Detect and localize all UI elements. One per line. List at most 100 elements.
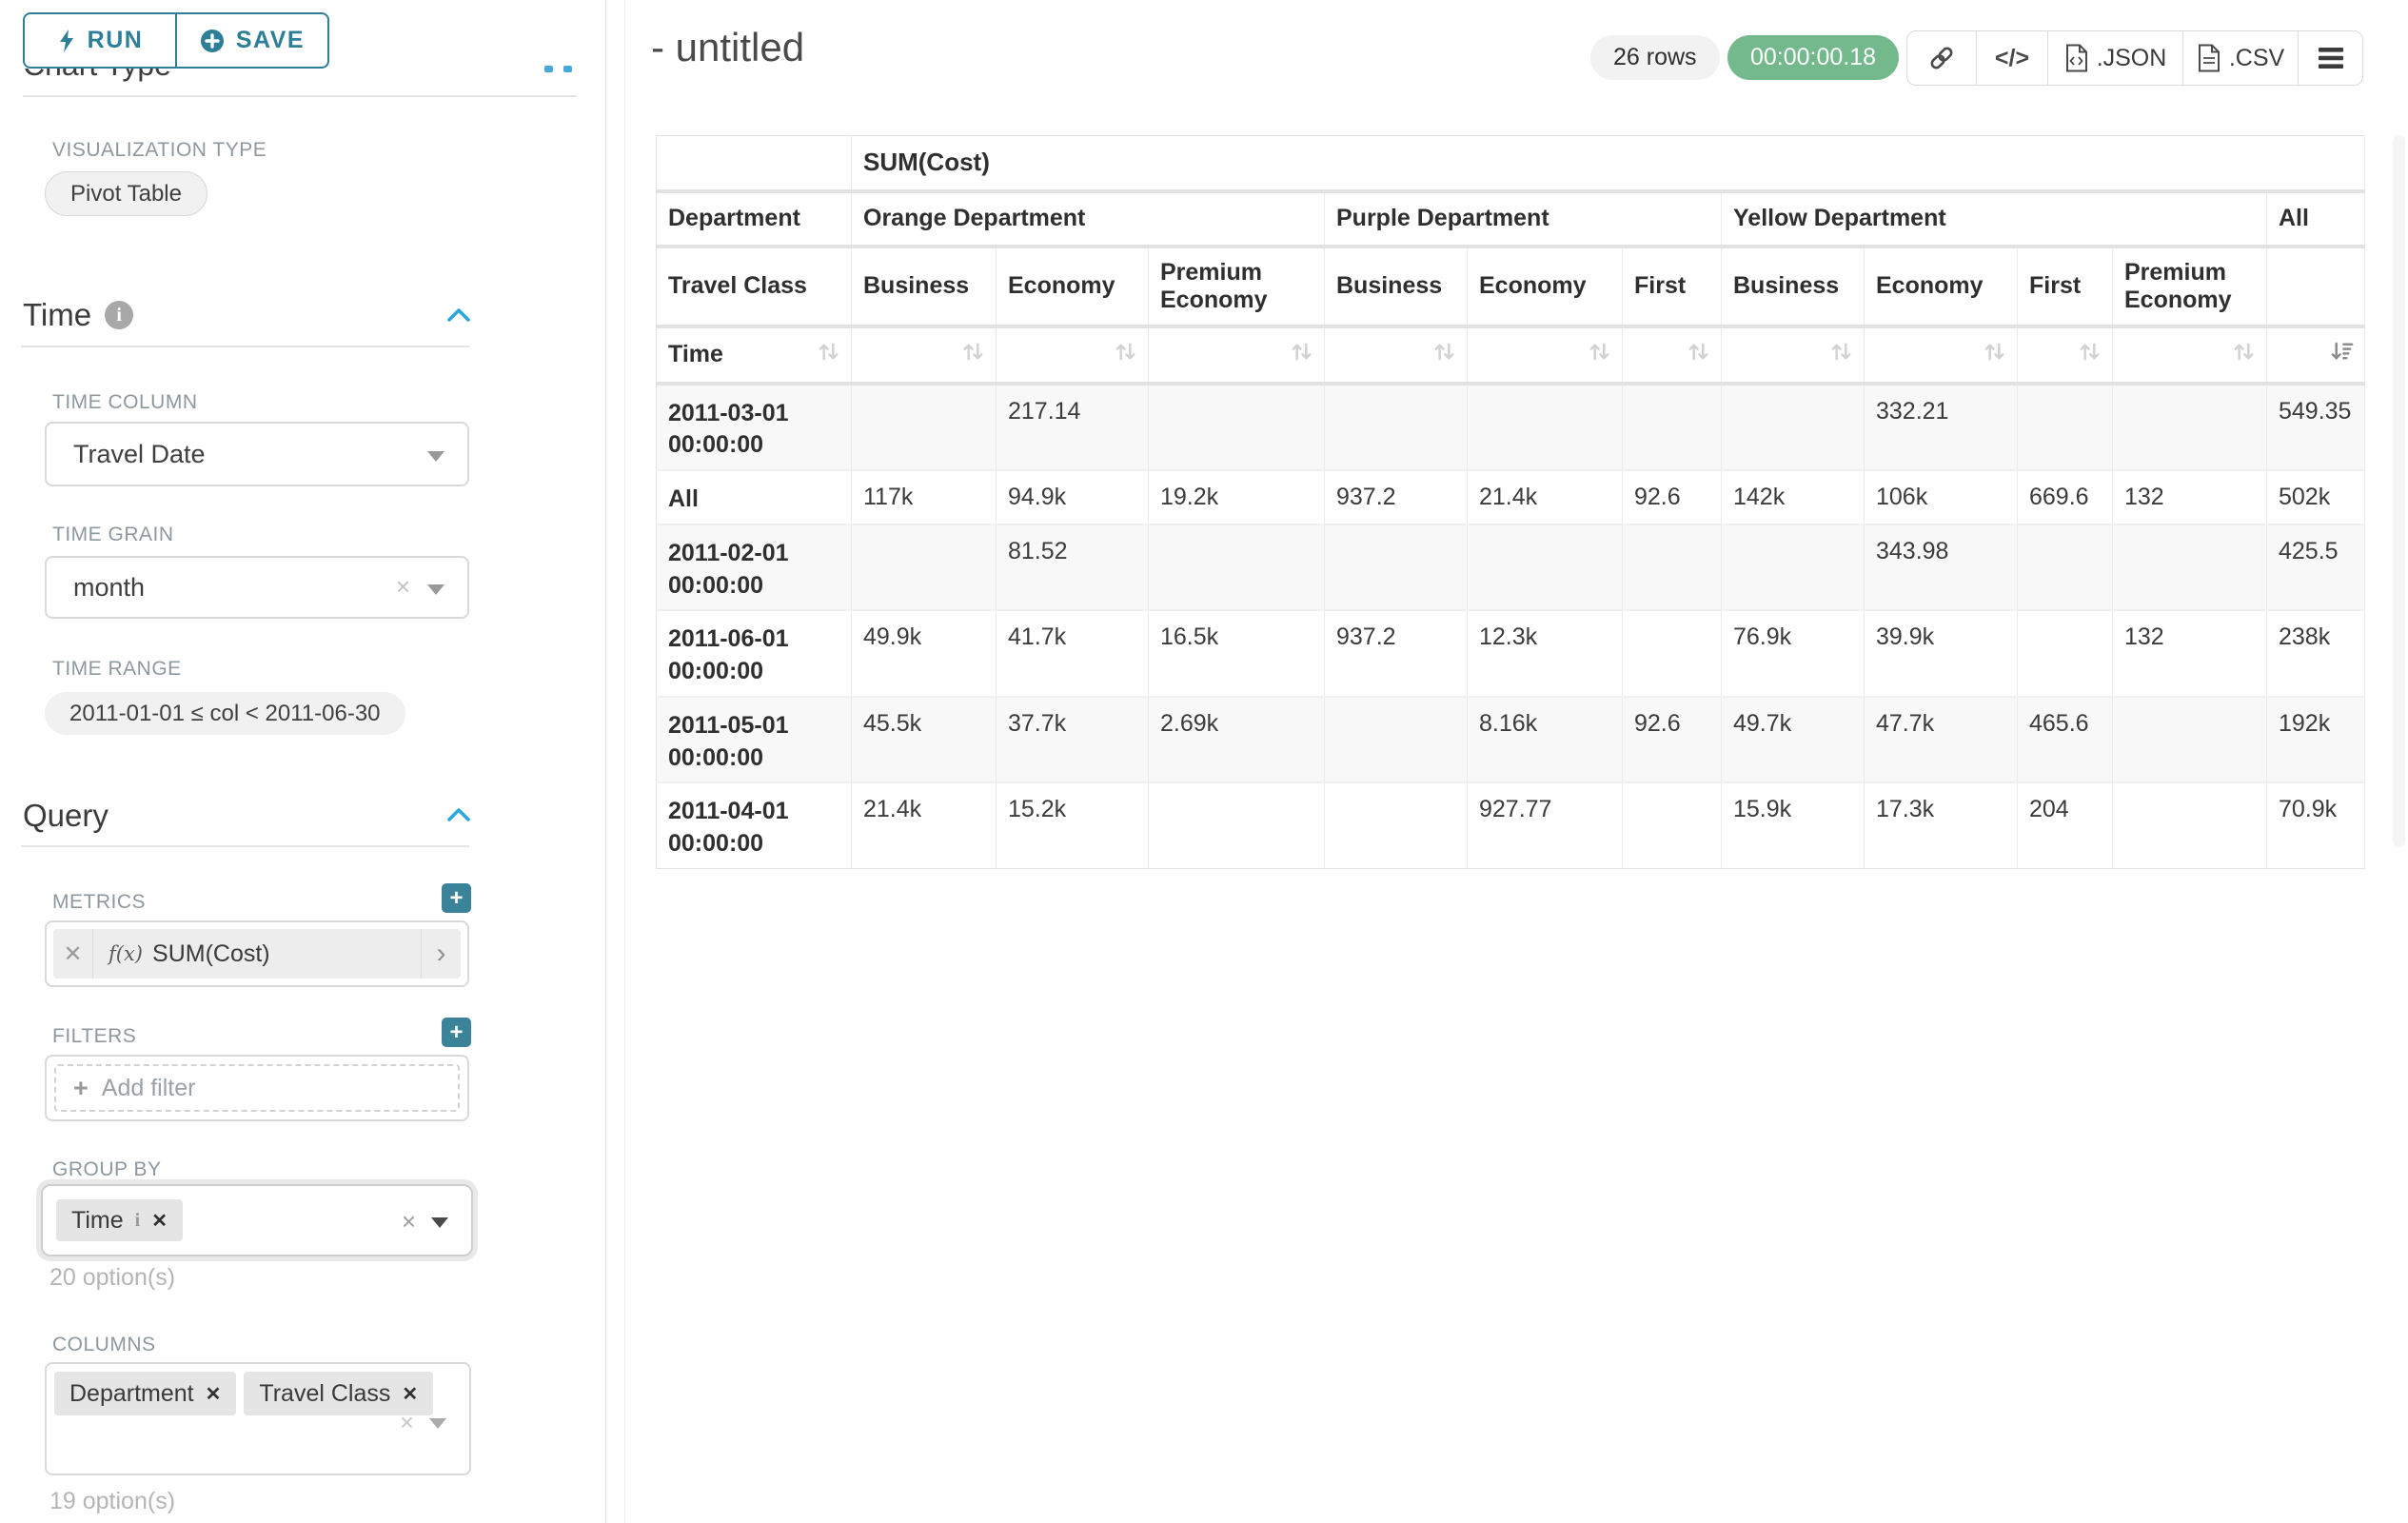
pivot-value-cell: 238k [2266, 610, 2366, 698]
chevron-up-icon[interactable] [445, 305, 472, 326]
chevron-up-icon[interactable] [445, 804, 472, 825]
export-json-button[interactable]: .JSON [2047, 31, 2182, 85]
code-icon: </> [1994, 44, 2030, 71]
sort-both-icon[interactable] [1113, 339, 1138, 371]
caret-down-icon [429, 1418, 446, 1429]
pivot-class-header: Business [1324, 246, 1468, 328]
pivot-value-cell: 117k [851, 470, 997, 525]
pivot-value-cell [2017, 383, 2113, 471]
pivot-class-header [2266, 246, 2366, 328]
scrollbar-track[interactable] [2393, 135, 2405, 847]
time-range-value[interactable]: 2011-01-01 ≤ col < 2011-06-30 [45, 692, 405, 735]
save-button[interactable]: SAVE [175, 12, 329, 69]
export-csv-button[interactable]: .CSV [2182, 31, 2298, 85]
chart-title[interactable]: - untitled [651, 25, 805, 69]
add-filter-button[interactable]: + [442, 1018, 471, 1047]
pivot-value-cell: 142k [1721, 470, 1865, 525]
pivot-value-cell: 937.2 [1324, 610, 1468, 698]
results-panel: - untitled 26 rows 00:00:00.18 </> .JSON [626, 0, 2408, 1523]
pivot-row-label: 2011-03-01 00:00:00 [656, 383, 852, 471]
columns-chip-travel-class[interactable]: Travel Class ✕ [244, 1372, 434, 1415]
info-icon: i [105, 301, 134, 329]
group-by-select[interactable]: Time i ✕ × [41, 1184, 473, 1256]
run-button[interactable]: RUN [23, 12, 177, 69]
pivot-value-cell: 15.9k [1721, 782, 1865, 869]
pivot-value-cell [2112, 696, 2267, 784]
remove-chip-icon[interactable]: ✕ [402, 1383, 419, 1405]
pivot-value-cell [1622, 524, 1722, 612]
metric-name: SUM(Cost) [152, 940, 270, 967]
pivot-value-cell [1467, 383, 1623, 471]
pivot-class-header: Premium Economy [1148, 246, 1325, 328]
pivot-value-cell: 343.98 [1864, 524, 2018, 612]
pivot-value-cell [2112, 782, 2267, 869]
chip-label: Department [69, 1379, 194, 1407]
sort-both-icon[interactable] [1686, 339, 1711, 371]
caret-down-icon [431, 1217, 448, 1228]
clear-icon[interactable]: × [399, 1408, 414, 1436]
metrics-field: ✕ f(x) SUM(Cost) › [45, 920, 469, 987]
pivot-corner-cell [656, 135, 852, 193]
add-filter-dropzone[interactable]: + Add filter [54, 1064, 460, 1112]
menu-button[interactable] [2298, 31, 2362, 85]
sort-both-icon[interactable] [1587, 339, 1612, 371]
pivot-value-cell: 502k [2266, 470, 2366, 525]
columns-chip-department[interactable]: Department ✕ [54, 1372, 237, 1415]
time-section-header[interactable]: Time i [23, 297, 134, 333]
pivot-value-cell: 192k [2266, 696, 2366, 784]
panel-divider[interactable] [607, 0, 625, 1523]
clear-icon[interactable]: × [395, 572, 410, 601]
pivot-value-cell: 106k [1864, 470, 2018, 525]
remove-chip-icon[interactable]: ✕ [205, 1383, 222, 1405]
sort-both-icon[interactable] [1289, 339, 1314, 371]
drag-handle-dot [563, 66, 572, 72]
view-query-button[interactable]: </> [1976, 31, 2047, 85]
pivot-axis-time: Time [668, 341, 723, 367]
pivot-value-cell: 94.9k [996, 470, 1149, 525]
remove-chip-icon[interactable]: ✕ [151, 1210, 168, 1232]
add-metric-button[interactable]: + [442, 883, 471, 913]
visualization-type-value[interactable]: Pivot Table [45, 171, 207, 216]
sort-both-icon[interactable] [816, 339, 841, 371]
remove-metric-icon[interactable]: ✕ [53, 929, 93, 979]
group-by-chip-time[interactable]: Time i ✕ [56, 1199, 183, 1241]
query-section-header[interactable]: Query [23, 798, 109, 834]
sort-both-icon[interactable] [1982, 339, 2007, 371]
sort-both-icon[interactable] [960, 339, 986, 371]
sort-both-icon[interactable] [2077, 339, 2102, 371]
sort-both-icon[interactable] [1828, 339, 1854, 371]
sort-both-icon[interactable] [1431, 339, 1457, 371]
pivot-value-cell [2017, 524, 2113, 612]
columns-select[interactable]: Department ✕ Travel Class ✕ × [45, 1362, 471, 1475]
sort-both-icon[interactable] [2231, 339, 2257, 371]
pivot-value-cell: 17.3k [1864, 782, 2018, 869]
export-json-label: .JSON [2096, 44, 2167, 71]
file-text-icon [2198, 44, 2220, 72]
share-link-button[interactable] [1907, 31, 1976, 85]
pivot-value-cell: 15.2k [996, 782, 1149, 869]
caret-down-icon [427, 584, 444, 595]
expand-metric-icon[interactable]: › [421, 929, 461, 979]
pivot-value-cell [1324, 696, 1468, 784]
pivot-value-cell: 217.14 [996, 383, 1149, 471]
pivot-value-cell: 204 [2017, 782, 2113, 869]
add-filter-placeholder: Add filter [101, 1074, 196, 1101]
pivot-value-cell [2112, 383, 2267, 471]
visualization-type-label: VISUALIZATION TYPE [52, 139, 267, 161]
pivot-row-label: 2011-02-01 00:00:00 [656, 524, 852, 612]
time-grain-select[interactable]: month × [45, 556, 469, 619]
sort-descending-icon[interactable] [2329, 339, 2355, 371]
table-row: 2011-05-01 00:00:00 45.5k 37.7k 2.69k 8.16k 9… [656, 696, 2366, 784]
filters-label: FILTERS [52, 1025, 137, 1047]
pivot-value-cell [851, 383, 997, 471]
metric-chip[interactable]: ✕ f(x) SUM(Cost) › [53, 929, 461, 979]
drag-handle-dot [544, 66, 553, 72]
clear-icon[interactable]: × [401, 1207, 416, 1236]
pivot-value-cell: 669.6 [2017, 470, 2113, 525]
pivot-value-cell: 332.21 [1864, 383, 2018, 471]
section-divider [23, 95, 577, 97]
pivot-value-cell: 70.9k [2266, 782, 2366, 869]
time-column-select[interactable]: Travel Date [45, 422, 469, 486]
pivot-class-header: Economy [996, 246, 1149, 328]
pivot-group-header: Orange Department [851, 190, 1325, 248]
